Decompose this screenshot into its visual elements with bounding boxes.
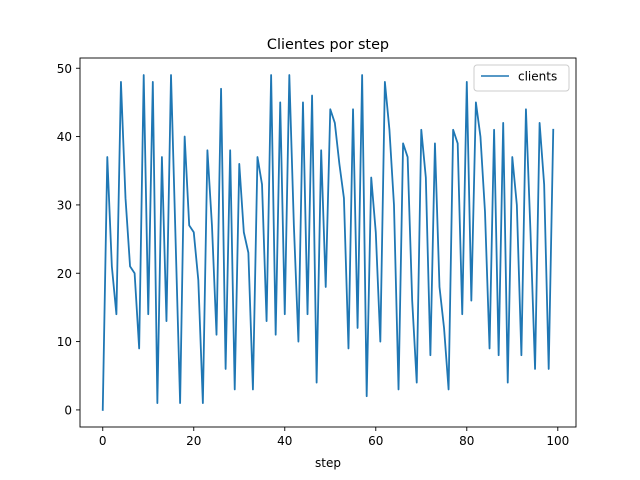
y-tick-label: 30 — [57, 198, 72, 212]
legend-label-clients: clients — [518, 70, 557, 84]
legend: clients — [473, 64, 570, 92]
y-tick-label: 20 — [57, 267, 72, 281]
series-line-clients — [101, 74, 555, 411]
x-tick-label: 100 — [546, 434, 569, 448]
plot-area — [101, 74, 555, 411]
y-tick-label: 40 — [57, 130, 72, 144]
axes-frame — [79, 57, 577, 428]
x-tick-label: 20 — [186, 434, 201, 448]
x-tick-label: 40 — [277, 434, 292, 448]
y-tick-label: 0 — [64, 403, 72, 417]
x-axis-title: step — [315, 456, 341, 470]
y-tick-label: 10 — [57, 335, 72, 349]
axes: 0 20 40 60 80 100 0 10 20 30 40 50 — [57, 57, 577, 448]
legend-frame — [473, 64, 570, 92]
x-tick-label: 0 — [99, 434, 107, 448]
chart-title: Clientes por step — [267, 37, 389, 53]
x-tick-label: 60 — [368, 434, 383, 448]
x-tick-label: 80 — [459, 434, 474, 448]
y-tick-label: 50 — [57, 62, 72, 76]
